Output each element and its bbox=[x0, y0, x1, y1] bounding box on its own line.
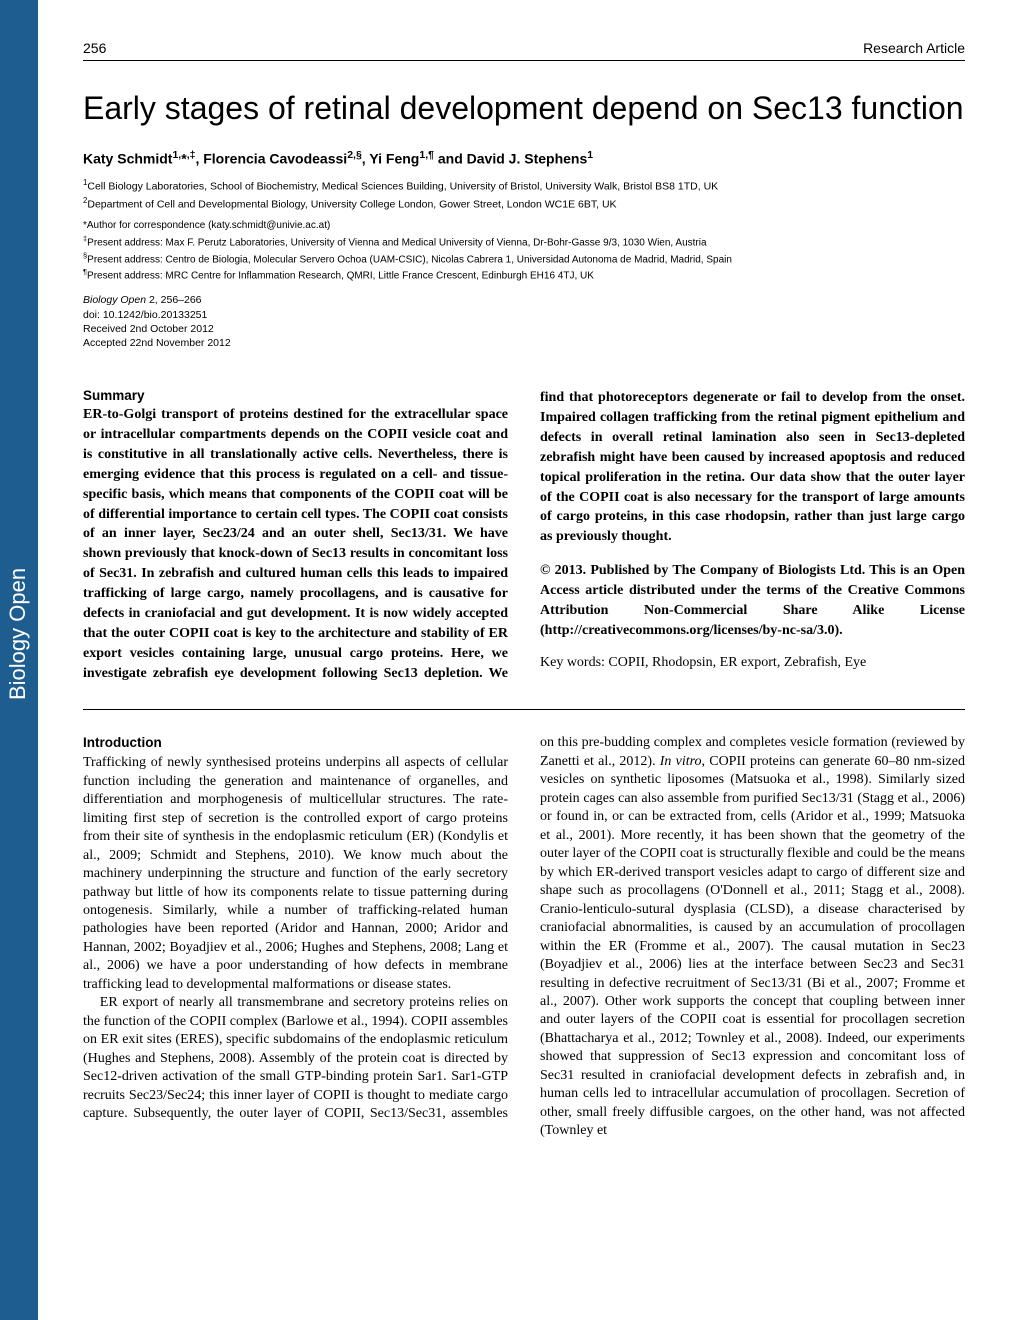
license-text: © 2013. Published by The Company of Biol… bbox=[540, 561, 965, 641]
affiliations: 1Cell Biology Laboratories, School of Bi… bbox=[83, 177, 965, 212]
running-header: 256 Research Article bbox=[83, 40, 965, 56]
correspondence: *Author for correspondence (katy.schmidt… bbox=[83, 220, 965, 231]
intro-para-1: Trafficking of newly synthesised protein… bbox=[83, 754, 508, 994]
article-title: Early stages of retinal development depe… bbox=[83, 89, 965, 127]
sidebar-journal-name: Biology Open bbox=[5, 568, 31, 700]
keywords: Key words: COPII, Rhodopsin, ER export, … bbox=[540, 655, 965, 671]
article-type: Research Article bbox=[863, 40, 965, 56]
volume-pages: 2, 256–266 bbox=[149, 294, 202, 306]
introduction-heading: Introduction bbox=[83, 734, 508, 752]
introduction-section: Introduction Trafficking of newly synthe… bbox=[83, 734, 965, 1140]
journal-sidebar: Biology Open bbox=[0, 0, 38, 1320]
header-rule bbox=[83, 60, 965, 61]
received-date: Received 2nd October 2012 bbox=[83, 323, 214, 335]
summary-heading: Summary bbox=[83, 388, 508, 403]
present-addresses: ‡Present address: Max F. Perutz Laborato… bbox=[83, 234, 965, 283]
accepted-date: Accepted 22nd November 2012 bbox=[83, 337, 231, 349]
journal-name: Biology Open bbox=[83, 294, 146, 306]
author-list: Katy Schmidt1,*,‡, Florencia Cavodeassi2… bbox=[83, 149, 965, 167]
section-divider bbox=[83, 709, 965, 710]
doi: doi: 10.1242/bio.20133251 bbox=[83, 309, 207, 321]
citation-block: Biology Open 2, 256–266 doi: 10.1242/bio… bbox=[83, 293, 965, 350]
page-number: 256 bbox=[83, 40, 106, 56]
page-content: 256 Research Article Early stages of ret… bbox=[38, 0, 1020, 1181]
summary-section: Summary ER-to-Golgi transport of protein… bbox=[83, 388, 965, 683]
